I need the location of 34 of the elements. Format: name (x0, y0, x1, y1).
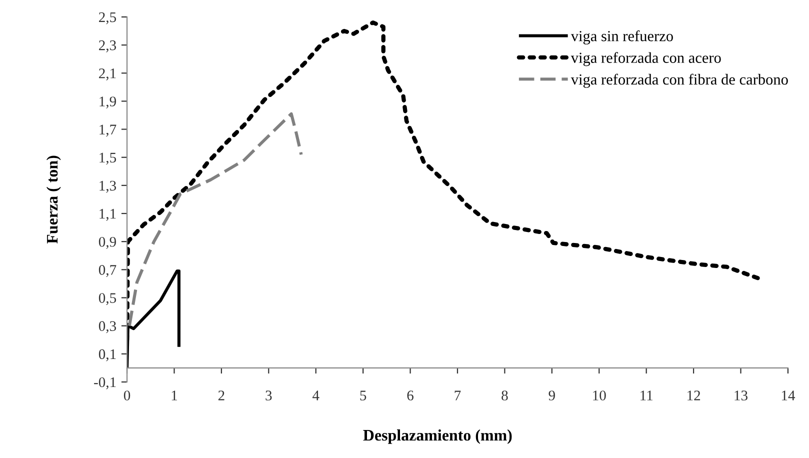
y-tick-label: 2,5 (99, 12, 116, 24)
y-tick-label: 2,1 (99, 68, 116, 80)
x-tick-label: 12 (688, 390, 700, 400)
x-tick-label: 9 (548, 390, 555, 400)
x-tick-label: 8 (502, 390, 508, 400)
y-tick-label: 0,9 (98, 236, 116, 249)
y-tick-label: 1,5 (100, 152, 116, 165)
y-tick-label: 1,7 (100, 124, 116, 137)
legend-label: viga reforzada con fibra de carbono (570, 74, 788, 88)
y-tick-label: 0,1 (98, 349, 116, 362)
x-tick-label: 10 (593, 390, 606, 400)
x-tick-label: 6 (407, 390, 414, 400)
legend-label: viga reforzada con acero (570, 52, 721, 66)
y-axis-title: Fuerza ( ton) (46, 156, 61, 244)
x-axis-title: Desplazamiento (mm) (363, 429, 512, 444)
x-tick-label: 13 (734, 390, 748, 400)
x-tick-label: 5 (360, 390, 366, 400)
x-tick-label: 0 (124, 390, 130, 400)
y-tick-label: 1,9 (100, 96, 116, 108)
y-tick-label: 0,7 (98, 265, 116, 277)
x-tick-label: 7 (454, 390, 461, 400)
y-tick-label: 2,3 (99, 40, 116, 52)
x-tick-label: 3 (266, 390, 272, 400)
y-tick-label: -0,1 (94, 377, 116, 390)
legend-label: viga sin refuerzo (570, 30, 673, 44)
x-tick-label: 11 (640, 390, 652, 400)
x-tick-label: 4 (312, 390, 320, 400)
x-tick-label: 1 (172, 390, 177, 400)
y-tick-label: 1,1 (100, 208, 116, 221)
y-tick-label: 0,5 (98, 293, 116, 306)
x-tick-label: 14 (782, 390, 796, 400)
y-tick-label: 0,3 (98, 321, 116, 334)
x-tick-label: 2 (218, 390, 224, 400)
y-tick-label: 1,3 (100, 180, 116, 193)
